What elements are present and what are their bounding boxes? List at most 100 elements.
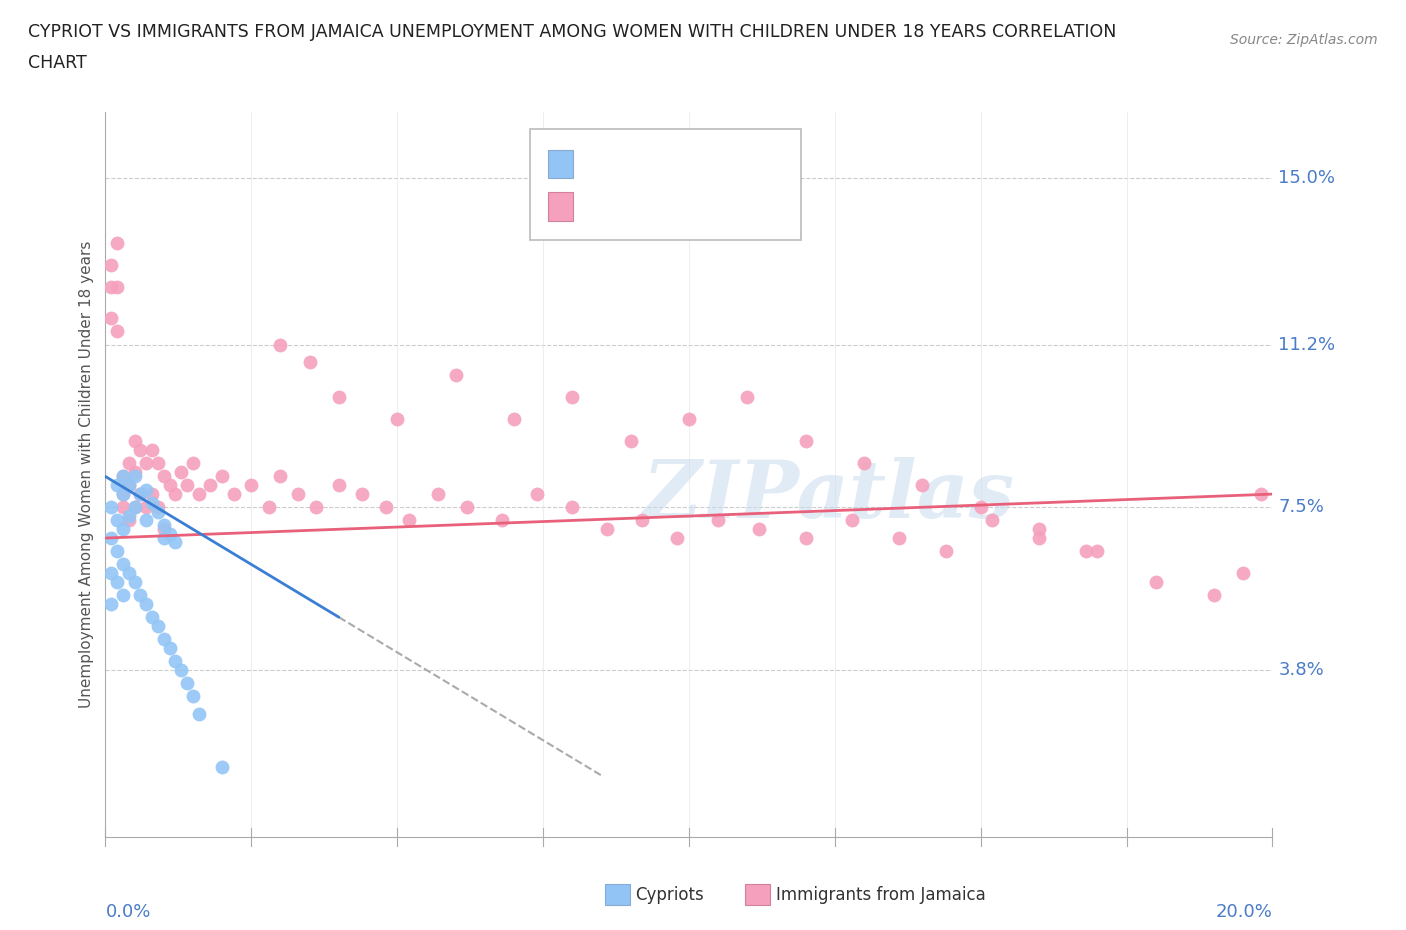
Point: [111, 522, 134, 537]
Point: [129, 486, 152, 501]
Point: [105, 236, 128, 251]
Point: [444, 368, 467, 383]
Text: 20.0%: 20.0%: [1216, 903, 1272, 921]
Point: [748, 522, 770, 537]
Point: [129, 443, 152, 458]
Point: [1144, 575, 1167, 590]
Point: [111, 486, 134, 501]
Point: [159, 478, 181, 493]
Point: [146, 618, 169, 633]
Point: [111, 469, 134, 484]
Point: [141, 496, 163, 511]
Point: [981, 513, 1004, 528]
Point: [129, 486, 152, 501]
Point: [1028, 531, 1050, 546]
Point: [737, 390, 759, 405]
Point: [427, 486, 450, 501]
Point: [852, 456, 875, 471]
Point: [146, 504, 169, 519]
Point: [257, 499, 280, 514]
Point: [526, 486, 548, 501]
Text: 0.0%: 0.0%: [105, 903, 150, 921]
Point: [561, 499, 583, 514]
Point: [124, 465, 146, 480]
Point: [100, 565, 122, 580]
Point: [111, 588, 134, 603]
Text: R =  0.179   N = 80: R = 0.179 N = 80: [583, 197, 745, 216]
Point: [118, 513, 141, 528]
Text: R = -0.245   N = 40: R = -0.245 N = 40: [583, 154, 747, 173]
Point: [398, 513, 420, 528]
Point: [561, 390, 583, 405]
Point: [118, 565, 141, 580]
Point: [181, 689, 204, 704]
Point: [211, 469, 233, 484]
Point: [124, 499, 146, 514]
Point: [328, 390, 350, 405]
Point: [170, 465, 193, 480]
Point: [222, 486, 245, 501]
Text: Immigrants from Jamaica: Immigrants from Jamaica: [776, 885, 986, 904]
Point: [707, 513, 730, 528]
Point: [135, 483, 157, 498]
Point: [385, 412, 408, 427]
Point: [159, 641, 181, 656]
Point: [152, 631, 174, 646]
Point: [100, 258, 122, 272]
Point: [135, 499, 157, 514]
Point: [159, 526, 181, 541]
Point: [124, 499, 146, 514]
Point: [240, 478, 263, 493]
Point: [141, 443, 163, 458]
Point: [1232, 565, 1254, 580]
Point: [619, 434, 641, 449]
Point: [1085, 544, 1108, 559]
Text: CYPRIOT VS IMMIGRANTS FROM JAMAICA UNEMPLOYMENT AMONG WOMEN WITH CHILDREN UNDER : CYPRIOT VS IMMIGRANTS FROM JAMAICA UNEMP…: [28, 23, 1116, 41]
Point: [118, 456, 141, 471]
Point: [374, 499, 396, 514]
Point: [1074, 544, 1097, 559]
Point: [146, 456, 169, 471]
Point: [181, 456, 204, 471]
Point: [491, 513, 513, 528]
Point: [304, 499, 326, 514]
Point: [152, 522, 174, 537]
Point: [1028, 522, 1050, 537]
Point: [152, 517, 174, 532]
Point: [969, 499, 991, 514]
Point: [187, 486, 209, 501]
Point: [118, 509, 141, 524]
Point: [666, 531, 689, 546]
Text: Source: ZipAtlas.com: Source: ZipAtlas.com: [1230, 33, 1378, 46]
Point: [352, 486, 374, 501]
Point: [124, 469, 146, 484]
Point: [794, 531, 817, 546]
Point: [105, 544, 128, 559]
Point: [170, 662, 193, 677]
Point: [105, 575, 128, 590]
Point: [631, 513, 654, 528]
Point: [596, 522, 619, 537]
Point: [141, 486, 163, 501]
Text: 15.0%: 15.0%: [1278, 168, 1336, 187]
Point: [269, 469, 292, 484]
Point: [105, 324, 128, 339]
Point: [111, 499, 134, 514]
Point: [111, 557, 134, 572]
Point: [141, 610, 163, 625]
Point: [129, 588, 152, 603]
Point: [105, 280, 128, 295]
Text: ZIPatlas: ZIPatlas: [643, 458, 1015, 535]
Point: [146, 499, 169, 514]
Point: [211, 759, 233, 774]
Point: [135, 513, 157, 528]
Point: [100, 499, 122, 514]
Point: [165, 535, 187, 550]
Point: [176, 676, 198, 691]
Point: [105, 513, 128, 528]
Point: [1202, 588, 1225, 603]
Point: [887, 531, 910, 546]
Point: [794, 434, 817, 449]
Point: [152, 469, 174, 484]
Point: [911, 478, 934, 493]
